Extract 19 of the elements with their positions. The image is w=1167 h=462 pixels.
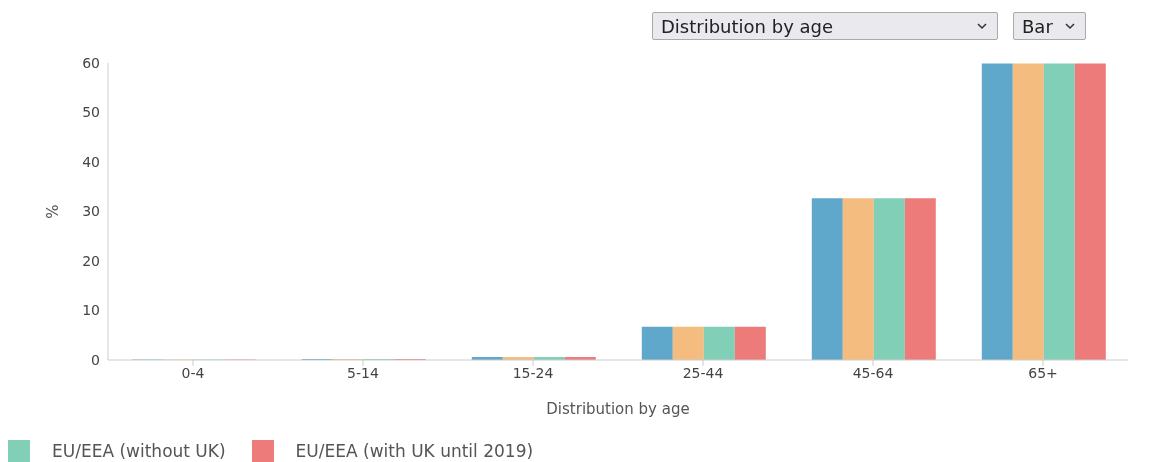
x-tick-label: 15-24: [512, 364, 554, 381]
x-tick-label: 5-14: [347, 364, 379, 381]
y-tick-label: 30: [82, 203, 100, 220]
x-tick-label: 25-44: [682, 364, 724, 381]
y-axis-title: %: [44, 204, 63, 219]
y-tick-label: 60: [82, 54, 100, 71]
x-tick-label: 0-4: [181, 364, 205, 381]
y-tick-label: 20: [82, 252, 100, 269]
y-tick-label: 10: [82, 302, 100, 319]
x-axis-title: Distribution by age: [546, 400, 690, 418]
legend-label: EU/EEA (without UK): [52, 441, 226, 461]
x-tick-label: 45-64: [852, 364, 894, 381]
dropdown: Bar: [1013, 12, 1086, 40]
dropdown: Distribution by age: [652, 12, 998, 40]
y-tick-label: 40: [82, 153, 100, 170]
legend-label: EU/EEA (with UK until 2019): [295, 441, 534, 461]
x-tick-label: 65+: [1028, 364, 1058, 381]
y-tick-label: 50: [82, 104, 100, 121]
y-tick-label: 0: [91, 351, 100, 368]
